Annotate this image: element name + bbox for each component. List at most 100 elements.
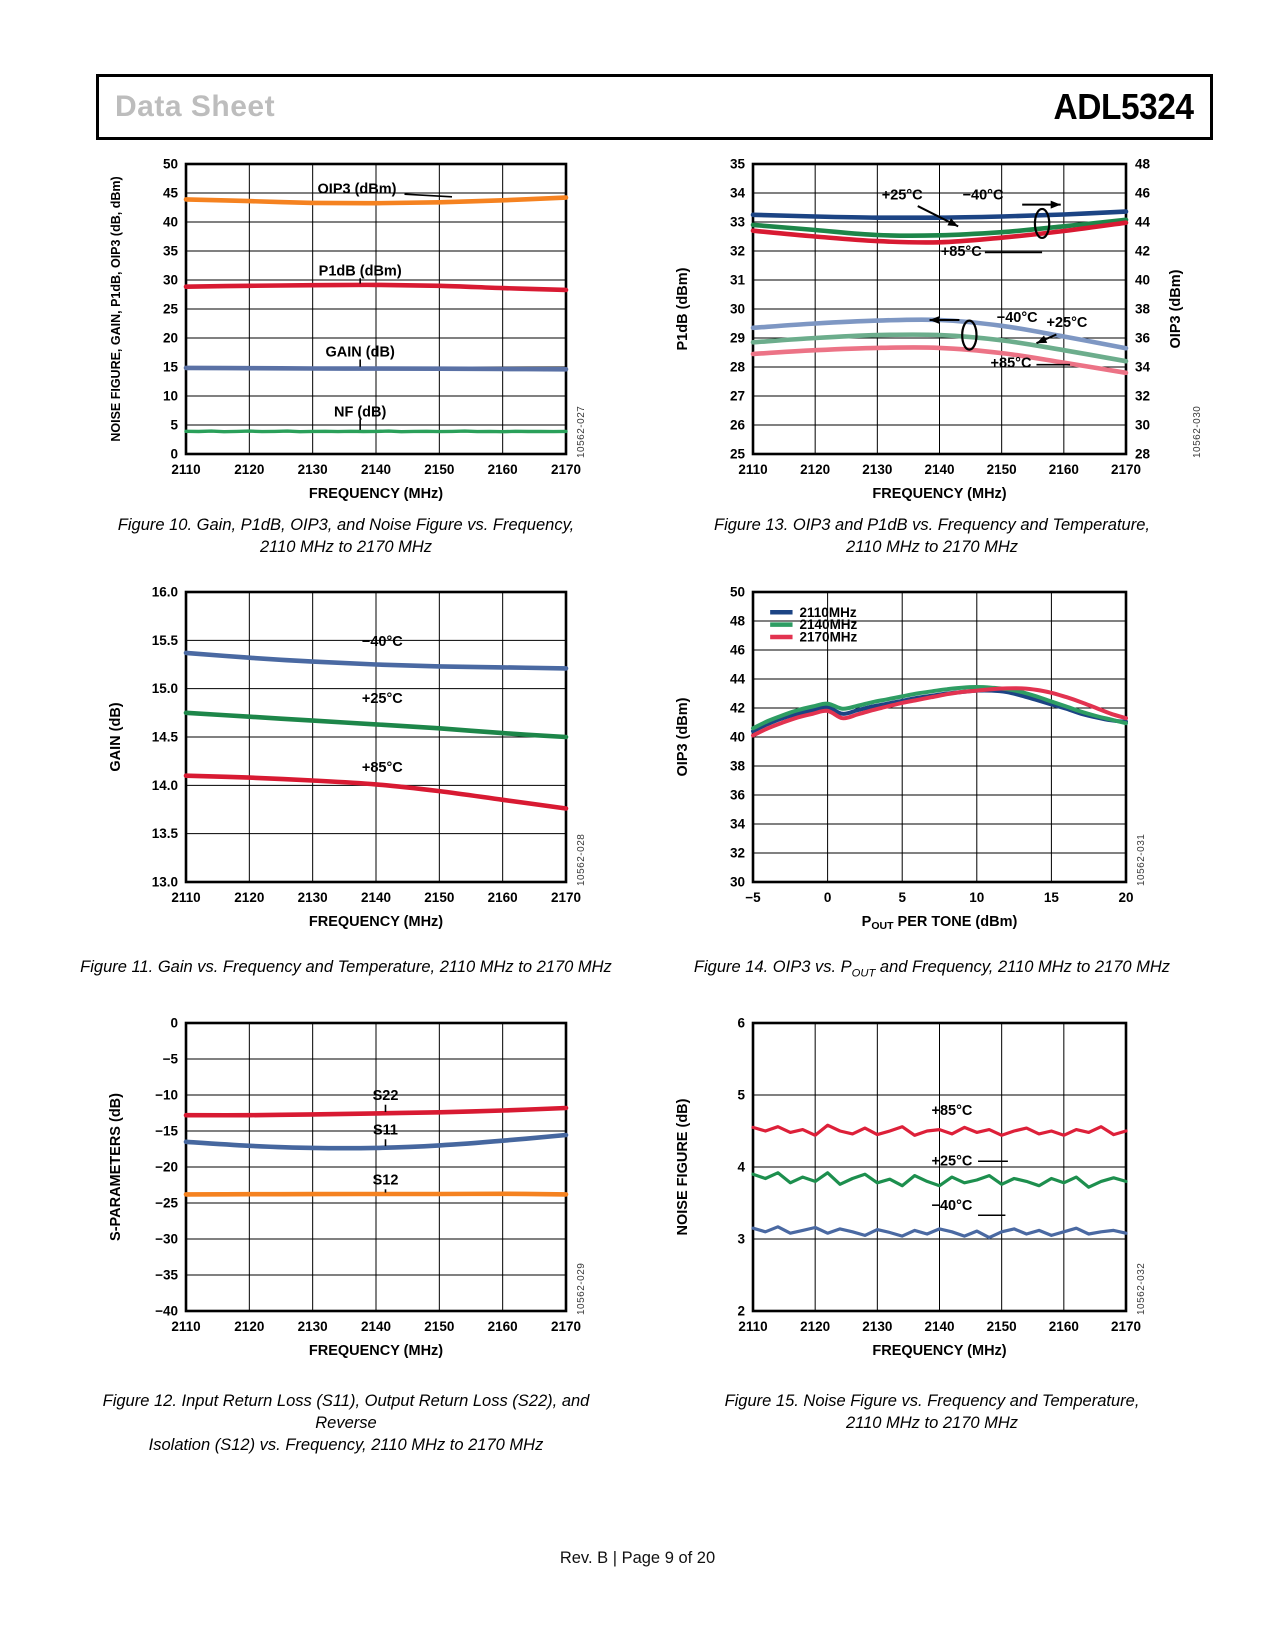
figure-15-caption: Figure 15. Noise Figure vs. Frequency an… xyxy=(652,1390,1212,1434)
svg-text:0: 0 xyxy=(170,447,178,462)
svg-text:42: 42 xyxy=(1135,244,1150,259)
svg-text:2: 2 xyxy=(737,1304,745,1319)
svg-text:−20: −20 xyxy=(155,1160,178,1175)
svg-text:FREQUENCY (MHz): FREQUENCY (MHz) xyxy=(309,1343,443,1359)
svg-text:44: 44 xyxy=(1135,215,1151,230)
svg-text:2120: 2120 xyxy=(234,462,264,477)
svg-text:2170: 2170 xyxy=(551,1319,581,1334)
svg-text:−5: −5 xyxy=(745,890,761,905)
s-parameters-vs-frequency-chart: 2110 2120 2130 2140 2150 2160 2170 0 −5 −10 −15 −20… xyxy=(108,1016,587,1360)
svg-text:FREQUENCY (MHz): FREQUENCY (MHz) xyxy=(309,486,443,502)
figure-id-watermark: 10562-030 xyxy=(1192,406,1203,458)
svg-text:38: 38 xyxy=(1135,302,1151,317)
svg-text:0: 0 xyxy=(170,1016,178,1031)
figure-14-caption: Figure 14. OIP3 vs. POUT and Frequency, … xyxy=(652,956,1212,984)
svg-text:+85°C: +85°C xyxy=(362,760,403,776)
svg-text:NOISE FIGURE (dB): NOISE FIGURE (dB) xyxy=(675,1098,691,1235)
svg-text:P1dB (dBm): P1dB (dBm) xyxy=(675,267,691,350)
svg-text:15: 15 xyxy=(1044,890,1060,905)
svg-text:+25°C: +25°C xyxy=(362,691,403,707)
svg-text:33: 33 xyxy=(730,215,746,230)
svg-text:2110: 2110 xyxy=(171,890,200,905)
svg-text:2120: 2120 xyxy=(800,1319,830,1334)
svg-text:−30: −30 xyxy=(155,1232,178,1247)
svg-text:−35: −35 xyxy=(155,1268,178,1283)
oip3-vs-pout-frequency-chart: −5 0 5 10 15 20 30 32 34 36 38 40 42 44 46 48 50 POUT PER… xyxy=(675,585,1147,933)
svg-text:2170: 2170 xyxy=(1111,462,1141,477)
svg-text:2130: 2130 xyxy=(862,1319,892,1334)
svg-text:2170MHz: 2170MHz xyxy=(800,629,858,644)
svg-text:2110MHz: 2110MHz xyxy=(800,605,857,620)
noise-figure-vs-frequency-temperature-chart: 2110 2120 2130 2140 2150 2160 2170 2 3 4 5 6 FREQUEN… xyxy=(675,1016,1147,1360)
figure-id-watermark: 10562-031 xyxy=(1136,834,1147,886)
svg-text:50: 50 xyxy=(163,157,178,172)
svg-text:32: 32 xyxy=(730,846,745,861)
figure-14-chart: −5 0 5 10 15 20 30 32 34 36 38 40 42 44 46 48 50 POUT PER… xyxy=(658,580,1206,959)
svg-text:OIP3 (dBm): OIP3 (dBm) xyxy=(318,182,397,198)
svg-text:13.5: 13.5 xyxy=(152,826,179,841)
svg-text:45: 45 xyxy=(163,186,179,201)
svg-text:36: 36 xyxy=(1135,331,1151,346)
svg-text:15.5: 15.5 xyxy=(152,633,179,648)
figure-id-watermark: 10562-029 xyxy=(576,1263,587,1315)
figure-11-chart: 2110 2120 2130 2140 2150 2160 2170 13.0 13.5 14.0… xyxy=(96,580,596,959)
svg-text:FREQUENCY (MHz): FREQUENCY (MHz) xyxy=(872,1343,1006,1359)
svg-text:2140: 2140 xyxy=(924,462,954,477)
svg-text:P1dB (dBm): P1dB (dBm) xyxy=(319,264,402,280)
svg-text:FREQUENCY (MHz): FREQUENCY (MHz) xyxy=(309,914,443,930)
gain-p1db-oip3-nf-vs-frequency-chart: 2110 2120 2130 2140 2150 2160 2170 0 5 10 15 20 25 30… xyxy=(109,157,587,503)
svg-text:28: 28 xyxy=(730,360,746,375)
part-number: ADL5324 xyxy=(1053,86,1195,127)
svg-text:10: 10 xyxy=(969,890,984,905)
figure-12-caption: Figure 12. Input Return Loss (S11), Outp… xyxy=(96,1390,596,1456)
svg-text:OIP3 (dBm): OIP3 (dBm) xyxy=(675,697,691,776)
caption-line: Isolation (S12) vs. Frequency, 2110 MHz … xyxy=(148,1436,544,1454)
svg-text:2140: 2140 xyxy=(361,462,391,477)
svg-text:28: 28 xyxy=(1135,447,1151,462)
svg-text:5: 5 xyxy=(898,890,906,905)
svg-text:36: 36 xyxy=(730,788,746,803)
svg-text:2150: 2150 xyxy=(424,1319,454,1334)
svg-text:2130: 2130 xyxy=(298,1319,328,1334)
svg-text:2110: 2110 xyxy=(171,462,200,477)
svg-text:OIP3 (dBm): OIP3 (dBm) xyxy=(1168,269,1184,348)
svg-text:2150: 2150 xyxy=(987,462,1017,477)
svg-text:46: 46 xyxy=(1135,186,1151,201)
svg-text:44: 44 xyxy=(730,672,746,687)
svg-text:+25°C: +25°C xyxy=(931,1154,972,1170)
svg-text:29: 29 xyxy=(730,331,745,346)
svg-text:14.0: 14.0 xyxy=(152,778,178,793)
svg-text:2160: 2160 xyxy=(1049,1319,1079,1334)
svg-text:35: 35 xyxy=(730,157,746,172)
svg-text:38: 38 xyxy=(730,759,746,774)
svg-text:34: 34 xyxy=(730,817,746,832)
svg-text:2160: 2160 xyxy=(488,890,518,905)
svg-text:2160: 2160 xyxy=(488,462,518,477)
svg-text:25: 25 xyxy=(730,447,746,462)
svg-text:−25: −25 xyxy=(155,1196,178,1211)
caption-line: 2110 MHz to 2170 MHz xyxy=(845,1414,1019,1432)
figure-13-chart: 2110 2120 2130 2140 2150 2160 2170 25 26 27 28 29 30… xyxy=(658,152,1206,531)
svg-text:S11: S11 xyxy=(373,1123,398,1139)
caption-line: Figure 14. OIP3 vs. POUT and Frequency, … xyxy=(693,958,1171,980)
caption-line: Figure 15. Noise Figure vs. Frequency an… xyxy=(724,1392,1140,1410)
svg-text:−10: −10 xyxy=(155,1088,178,1103)
svg-text:34: 34 xyxy=(1135,360,1151,375)
caption-line: 2110 MHz to 2170 MHz xyxy=(259,538,433,556)
svg-text:13.0: 13.0 xyxy=(152,875,178,890)
svg-text:NF (dB): NF (dB) xyxy=(334,404,387,420)
svg-text:2120: 2120 xyxy=(234,1319,264,1334)
figure-10-chart: 2110 2120 2130 2140 2150 2160 2170 0 5 10 15 20 25 30… xyxy=(96,152,596,531)
svg-text:2130: 2130 xyxy=(862,462,892,477)
svg-text:2140: 2140 xyxy=(361,1319,391,1334)
svg-text:15.0: 15.0 xyxy=(152,681,178,696)
svg-text:16.0: 16.0 xyxy=(152,585,178,600)
svg-text:30: 30 xyxy=(730,302,745,317)
svg-text:14.5: 14.5 xyxy=(152,730,179,745)
svg-text:2160: 2160 xyxy=(488,1319,518,1334)
svg-text:2160: 2160 xyxy=(1049,462,1079,477)
figure-id-watermark: 10562-028 xyxy=(576,834,587,886)
svg-text:4: 4 xyxy=(737,1160,745,1175)
svg-text:2140: 2140 xyxy=(924,1319,954,1334)
svg-text:−40°C: −40°C xyxy=(997,310,1038,326)
